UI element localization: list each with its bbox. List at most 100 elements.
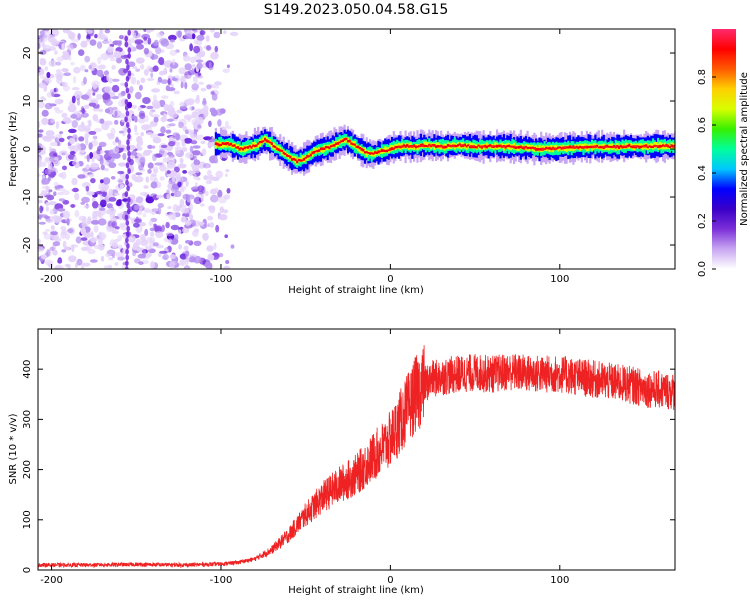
noise-blob (146, 132, 153, 136)
noise-blob (70, 204, 76, 208)
noise-blob (44, 168, 52, 175)
noise-blob (85, 29, 90, 33)
noise-blob (196, 94, 200, 101)
noise-blob (152, 137, 162, 144)
noise-streak-blob (125, 173, 129, 180)
noise-streak-blob (125, 266, 129, 269)
noise-blob (183, 137, 193, 144)
noise-blob (183, 245, 189, 251)
x-tick-label: 100 (550, 274, 569, 285)
noise-blob (97, 218, 107, 226)
noise-blob (226, 64, 230, 69)
noise-blob (41, 136, 50, 140)
noise-blob (81, 221, 87, 228)
noise-blob (223, 265, 231, 269)
noise-streak-blob (127, 208, 131, 215)
noise-blob (214, 81, 222, 86)
noise-blob (191, 33, 196, 40)
noise-blob (131, 115, 137, 120)
noise-blob (137, 118, 146, 124)
noise-streak-blob (124, 99, 129, 105)
noise-blob (50, 225, 55, 230)
noise-blob (140, 64, 145, 70)
snr-y-ticks: 0 100 200 300 400 (22, 360, 675, 573)
noise-blob (169, 39, 175, 43)
noise-blob (154, 162, 163, 166)
noise-blob (230, 31, 239, 37)
noise-blob (176, 109, 183, 114)
noise-blob (185, 256, 190, 261)
noise-blob (108, 77, 113, 84)
noise-blob (155, 231, 164, 239)
noise-blob (147, 168, 152, 174)
noise-blob (203, 112, 207, 119)
noise-blob (192, 64, 196, 68)
noise-blob (152, 65, 159, 72)
noise-blob (215, 170, 224, 179)
noise-blob (92, 114, 99, 122)
noise-streak-blob (126, 225, 130, 232)
noise-blob (62, 165, 67, 171)
noise-blob (143, 47, 150, 55)
noise-blob (54, 265, 62, 269)
noise-blob (193, 45, 201, 54)
noise-blob (204, 261, 212, 269)
noise-blob (182, 74, 192, 79)
noise-blob (163, 113, 167, 121)
noise-blob (87, 120, 91, 124)
noise-blob (200, 140, 206, 144)
noise-blob (89, 259, 98, 263)
noise-blob (171, 177, 176, 182)
noise-blob (196, 221, 205, 226)
y-tick-label: 0 (22, 567, 33, 573)
noise-blob (78, 136, 85, 142)
y-tick-label: 200 (22, 460, 33, 479)
noise-blob (83, 205, 90, 209)
noise-blob (38, 42, 41, 50)
noise-streak-blob (125, 58, 129, 65)
noise-blob (169, 49, 178, 56)
spectrogram-y-axis-label: Frequency (Hz) (8, 111, 19, 187)
noise-blob (100, 199, 107, 208)
noise-streak-blob (126, 139, 130, 146)
noise-blob (68, 55, 72, 61)
noise-blob (107, 46, 114, 53)
noise-blob (51, 91, 55, 97)
noise-blob (165, 221, 170, 229)
y-tick-label: -10 (22, 189, 33, 205)
noise-streak-blob (124, 214, 129, 221)
noise-blob (192, 145, 201, 149)
noise-blob (38, 193, 44, 200)
noise-blob (178, 204, 187, 208)
noise-blob (96, 65, 105, 69)
noise-blob (183, 55, 191, 62)
noise-blob (202, 232, 209, 241)
noise-blob (150, 261, 156, 269)
noise-blob (71, 38, 80, 42)
noise-blob (41, 41, 45, 47)
noise-blob (53, 216, 62, 224)
noise-blob (45, 202, 50, 206)
noise-blob (210, 52, 219, 60)
noise-blob (147, 37, 152, 45)
noise-blob (100, 183, 109, 192)
noise-blob (155, 211, 160, 214)
noise-streak-blob (125, 248, 129, 255)
noise-streak-blob (127, 156, 131, 163)
noise-blob (48, 189, 53, 193)
noise-blob (119, 222, 125, 228)
noise-blob (89, 152, 94, 159)
noise-blob (185, 152, 194, 159)
noise-streak-blob (127, 70, 132, 77)
noise-blob (68, 128, 77, 134)
noise-streak-blob (125, 122, 130, 128)
noise-blob (148, 220, 154, 227)
noise-blob (102, 177, 111, 185)
noise-blob (167, 205, 172, 210)
noise-blob (48, 201, 57, 206)
noise-blob (193, 38, 199, 45)
noise-blob (76, 98, 81, 106)
noise-blob (74, 192, 80, 201)
noise-blob (45, 130, 55, 137)
noise-blob (61, 54, 67, 59)
